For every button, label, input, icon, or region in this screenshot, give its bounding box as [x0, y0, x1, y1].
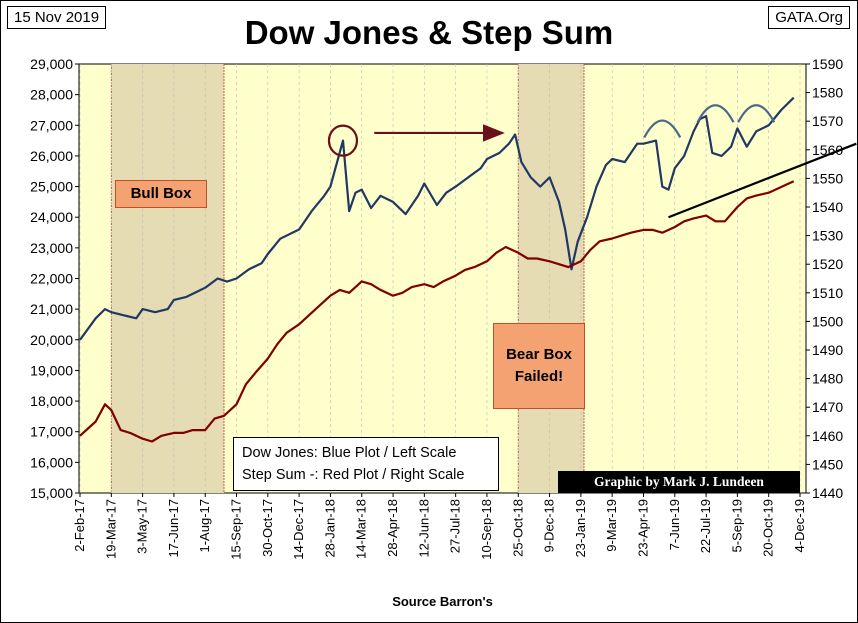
x-tick-label: 12-Jun-18	[416, 499, 431, 558]
x-tick-label: 14-Mar-18	[354, 499, 369, 559]
left-tick-label: 25,000	[30, 179, 73, 195]
dow-jones-line	[79, 96, 795, 341]
x-tick-label: 9-Dec-18	[542, 499, 557, 552]
left-tick-label: 19,000	[30, 362, 73, 378]
right-tick-label: 1440	[812, 485, 843, 501]
left-tick-label: 26,000	[30, 148, 73, 164]
top-arc	[643, 119, 682, 139]
top-arc	[696, 104, 735, 123]
left-tick-label: 15,000	[30, 485, 73, 501]
left-tick-label: 21,000	[30, 301, 73, 317]
right-tick-label: 1500	[812, 313, 843, 329]
x-tick-label: 1-Aug-17	[197, 499, 212, 552]
right-tick-label: 1470	[812, 399, 843, 415]
shaded-region-bear	[518, 64, 584, 493]
x-tick-label: 25-Oct-18	[510, 499, 525, 557]
right-tick-label: 1490	[812, 342, 843, 358]
right-tick-label: 1540	[812, 199, 843, 215]
x-tick-label: 19-Mar-17	[103, 499, 118, 559]
x-tick-label: 7-Jun-19	[667, 499, 682, 550]
x-tick-label: 3-May-17	[135, 499, 150, 554]
x-tick-label: 28-Jan-18	[322, 499, 337, 558]
series-layer	[79, 96, 795, 443]
shaded-region-bull	[111, 64, 224, 493]
right-tick-label: 1580	[812, 85, 843, 101]
step-sum-line	[79, 180, 795, 443]
peak-circle	[327, 124, 359, 157]
x-tick-label: 20-Oct-19	[761, 499, 776, 557]
bear-box-line2: Failed!	[514, 368, 564, 385]
x-axis: 2-Feb-17 19-Mar-17 3-May-17 17-Jun-17 1-Aug-…	[72, 493, 807, 560]
right-axis: 1440 1450 1460 1470 1480 1490 1500 1510 1520 1530…	[806, 56, 843, 501]
x-tick-label: 15-Sep-17	[229, 499, 244, 560]
left-tick-label: 28,000	[30, 87, 73, 103]
x-tick-label: 22-Jul-19	[698, 499, 713, 553]
legend-stepsum: Step Sum -: Red Plot / Right Scale	[242, 467, 465, 483]
right-tick-label: 1590	[812, 56, 843, 72]
legend-dow: Dow Jones: Blue Plot / Left Scale	[242, 445, 457, 461]
x-tick-label: 28-Apr-18	[385, 499, 400, 557]
right-tick-label: 1480	[812, 371, 843, 387]
bull-box-label: Bull Box	[115, 180, 207, 208]
x-tick-label: 4-Dec-19	[792, 499, 807, 552]
right-tick-label: 1550	[812, 170, 843, 186]
support-trendline	[668, 142, 857, 219]
x-tick-label: 23-Apr-19	[635, 499, 650, 557]
left-tick-label: 16,000	[30, 454, 73, 470]
shaded-regions	[110, 64, 585, 493]
right-tick-label: 1450	[812, 456, 843, 472]
x-tick-label: 14-Dec-17	[291, 499, 306, 560]
left-tick-label: 29,000	[30, 56, 73, 72]
x-tick-label: 10-Sep-18	[479, 499, 494, 560]
x-tick-label: 5-Sep-19	[729, 499, 744, 552]
date-label: 15 Nov 2019	[7, 6, 107, 29]
bear-box-label: Bear Box Failed!	[493, 323, 585, 409]
left-axis: 15,000 16,000 17,000 18,000 19,000 20,000 21,0…	[30, 56, 79, 501]
x-tick-label: 27-Jul-18	[448, 499, 463, 553]
left-tick-label: 17,000	[30, 424, 73, 440]
bear-box-line1: Bear Box	[506, 346, 572, 363]
source-label: Source Barron's	[392, 594, 493, 609]
site-label: GATA.Org	[768, 6, 850, 29]
left-tick-label: 20,000	[30, 332, 73, 348]
top-arc	[737, 104, 776, 123]
right-tick-label: 1560	[812, 142, 843, 158]
right-tick-label: 1520	[812, 256, 843, 272]
right-tick-label: 1460	[812, 428, 843, 444]
left-tick-label: 22,000	[30, 271, 73, 287]
x-tick-label: 9-Mar-19	[604, 499, 619, 552]
chart-title: Dow Jones & Step Sum	[244, 14, 614, 51]
credit-label: Graphic by Mark J. Lundeen	[558, 471, 800, 493]
x-tick-label: 30-Oct-17	[260, 499, 275, 557]
right-tick-label: 1570	[812, 113, 843, 129]
legend: Dow Jones: Blue Plot / Left Scale Step S…	[233, 437, 499, 491]
right-tick-label: 1530	[812, 228, 843, 244]
left-tick-label: 27,000	[30, 117, 73, 133]
x-tick-label: 17-Jun-17	[166, 499, 181, 558]
left-tick-label: 23,000	[30, 240, 73, 256]
x-tick-label: 2-Feb-17	[72, 499, 87, 552]
x-tick-label: 23-Jan-19	[573, 499, 588, 558]
annotation-markers	[327, 104, 857, 219]
left-tick-label: 18,000	[30, 393, 73, 409]
right-tick-label: 1510	[812, 285, 843, 301]
left-tick-label: 24,000	[30, 209, 73, 225]
